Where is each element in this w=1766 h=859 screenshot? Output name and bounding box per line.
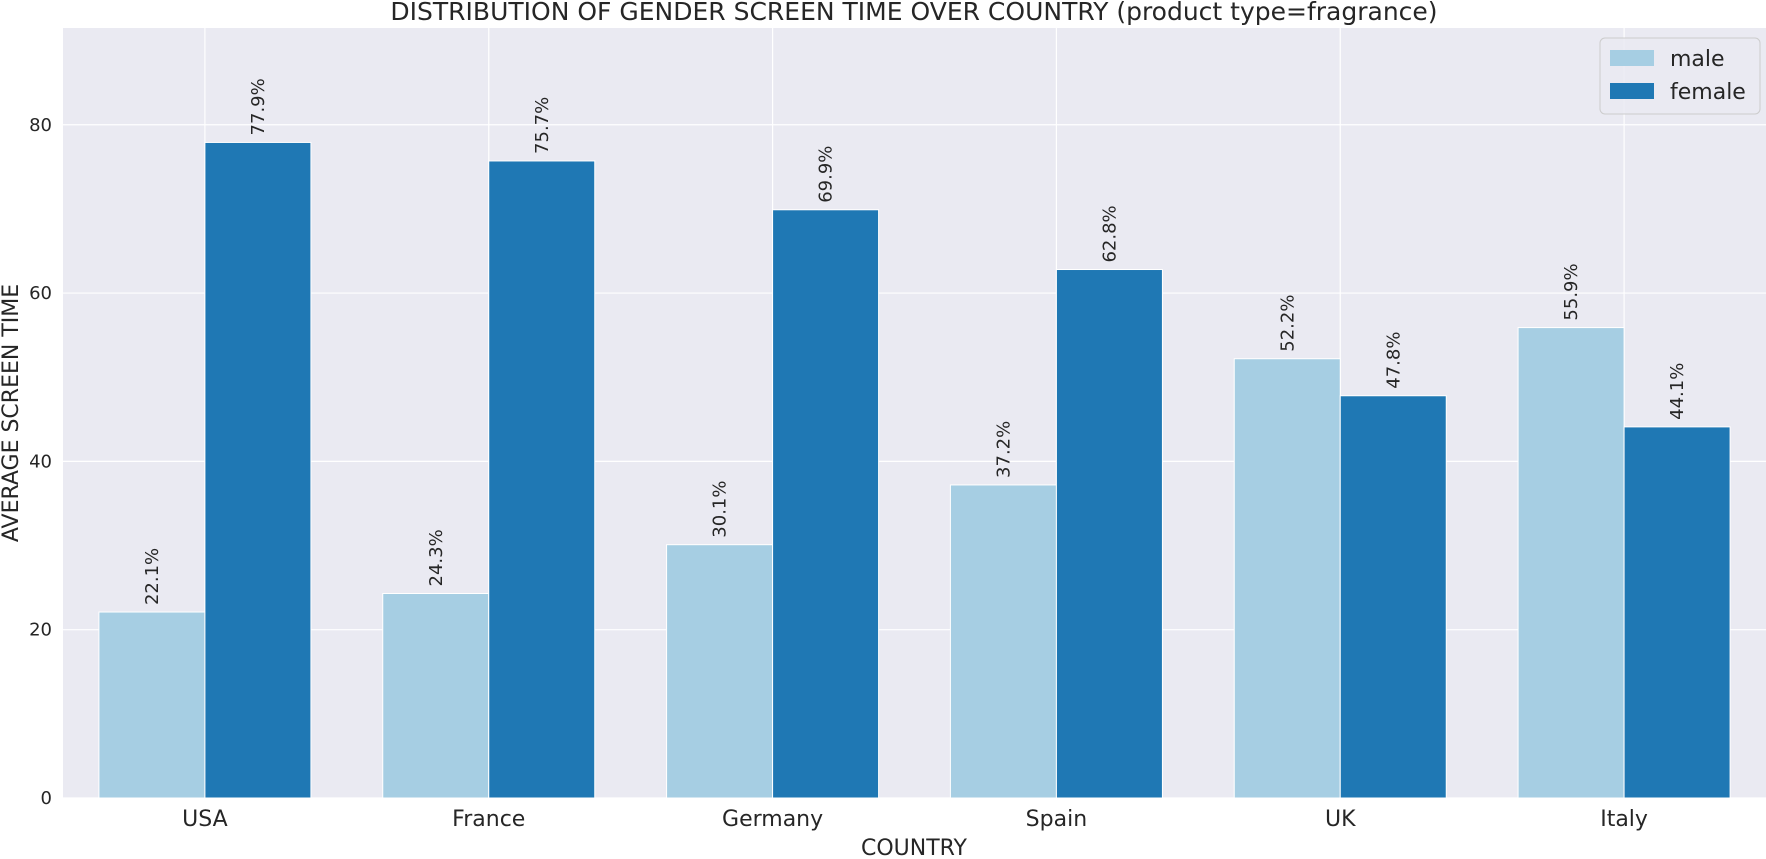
- bar-value-labels: 22.1% 24.3% 30.1% 37.2% 52.2% 55.9% 77.9% 75.7%…: [142, 78, 1688, 605]
- bar-value-label: 52.2%: [1277, 295, 1298, 352]
- x-tick-label: France: [452, 807, 525, 832]
- x-tick-label: Spain: [1026, 807, 1087, 832]
- bar-male-france: [382, 593, 490, 799]
- y-tick-label: 20: [29, 620, 52, 641]
- bar-value-label: 37.2%: [993, 421, 1014, 478]
- legend: male female: [1599, 37, 1761, 115]
- y-tick-label: 40: [29, 451, 52, 472]
- x-tick-label: USA: [182, 807, 228, 832]
- x-tick-label: Germany: [722, 807, 823, 832]
- bar-value-label: 55.9%: [1561, 263, 1582, 320]
- legend-label-male: male: [1670, 47, 1725, 72]
- x-tick-label: UK: [1325, 807, 1356, 832]
- bar-value-label: 30.1%: [710, 481, 731, 538]
- x-tick-label: Italy: [1600, 807, 1648, 832]
- bar-female-france: [488, 160, 596, 799]
- y-tick-label: 60: [29, 283, 52, 304]
- bar-female-italy: [1623, 426, 1731, 799]
- x-axis-ticks: USA France Germany Spain UK Italy: [182, 807, 1648, 832]
- plot-area: [63, 28, 1766, 798]
- y-tick-label: 80: [29, 115, 52, 136]
- bar-male-spain: [949, 484, 1057, 799]
- bar-male-italy: [1517, 327, 1625, 799]
- legend-label-female: female: [1670, 80, 1746, 105]
- x-axis-label: COUNTRY: [861, 836, 968, 859]
- bar-value-label: 22.1%: [142, 548, 163, 605]
- bar-value-label: 69.9%: [816, 146, 837, 203]
- bar-male-usa: [98, 611, 206, 799]
- bar-female-spain: [1055, 269, 1163, 799]
- y-axis-label: AVERAGE SCREEN TIME: [0, 284, 24, 542]
- chart-title: DISTRIBUTION OF GENDER SCREEN TIME OVER …: [390, 0, 1437, 26]
- bar-value-label: 75.7%: [532, 97, 553, 154]
- bar-value-label: 44.1%: [1667, 363, 1688, 420]
- bar-male-germany: [666, 544, 774, 799]
- y-tick-label: 0: [41, 788, 52, 809]
- bars: [98, 141, 1731, 799]
- bar-female-germany: [772, 209, 880, 799]
- bar-value-label: 77.9%: [248, 78, 269, 135]
- bar-female-uk: [1339, 395, 1447, 799]
- bar-value-label: 47.8%: [1383, 332, 1404, 389]
- y-axis-ticks: 0 20 40 60 80: [29, 115, 52, 809]
- bar-male-uk: [1233, 358, 1341, 799]
- bar-value-label: 24.3%: [426, 529, 447, 586]
- legend-swatch-male: [1610, 50, 1654, 66]
- bar-value-label: 62.8%: [1099, 205, 1120, 262]
- legend-swatch-female: [1610, 83, 1654, 99]
- bar-female-usa: [204, 141, 312, 799]
